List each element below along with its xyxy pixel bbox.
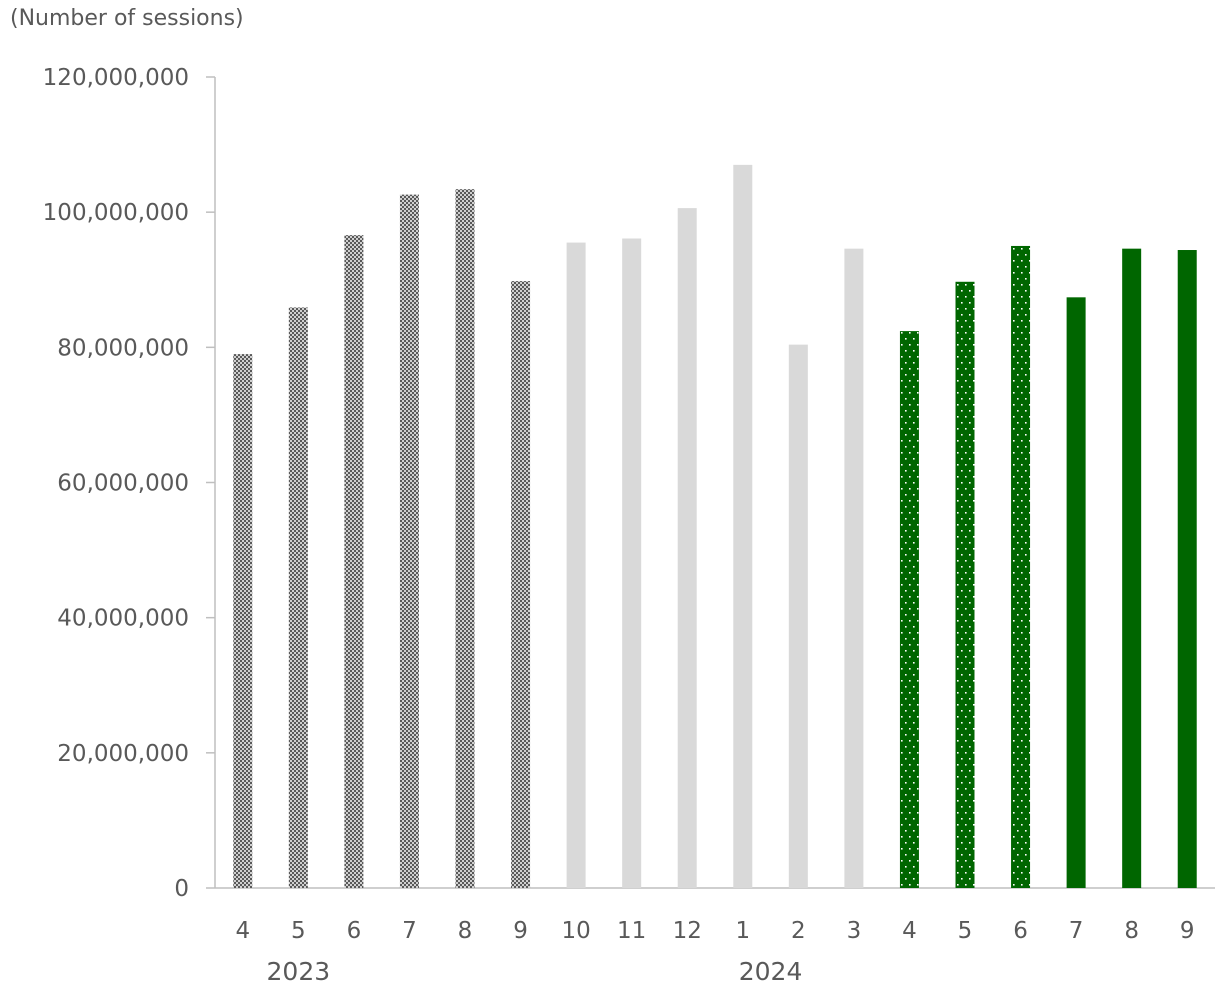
bar-5 (511, 281, 531, 888)
x-tick-label: 3 (847, 918, 862, 944)
bar-16 (1122, 248, 1142, 888)
bar-8 (677, 208, 697, 888)
bar-7 (622, 238, 642, 888)
bar-9 (733, 164, 753, 888)
tick-labels: 0 20,000,000 40,000,000 60,000,000 80,000,00… (43, 65, 1195, 985)
x-tick-label: 8 (458, 918, 473, 944)
x-tick-label: 4 (902, 918, 917, 944)
x-tick-label: 6 (1013, 918, 1028, 944)
bar-10 (788, 344, 808, 888)
bar-1 (288, 307, 308, 888)
bar-17 (1177, 250, 1197, 889)
bar-13 (955, 281, 975, 889)
y-axis-unit-label: (Number of sessions) (10, 6, 244, 31)
bar-11 (844, 248, 864, 888)
x-tick-label: 9 (513, 918, 528, 944)
bar-0 (233, 354, 253, 888)
year-label: 2024 (739, 957, 803, 985)
y-tick-label: 40,000,000 (57, 606, 189, 632)
x-tick-label: 7 (402, 918, 417, 944)
bar-14 (1011, 245, 1031, 889)
bars (233, 164, 1197, 889)
y-tick-label: 120,000,000 (43, 65, 189, 91)
y-tick-label: 80,000,000 (57, 335, 189, 361)
x-tick-label: 4 (235, 918, 250, 944)
x-tick-label: 6 (347, 918, 362, 944)
bar-12 (899, 331, 919, 888)
y-tick-label: 20,000,000 (57, 741, 189, 767)
year-label: 2023 (267, 957, 331, 985)
y-tick-label: 0 (174, 876, 189, 902)
x-tick-label: 2 (791, 918, 806, 944)
x-tick-label: 8 (1124, 918, 1139, 944)
y-tick-label: 100,000,000 (43, 200, 189, 226)
bar-3 (399, 194, 419, 889)
x-tick-label: 9 (1180, 918, 1195, 944)
x-tick-label: 11 (617, 918, 646, 944)
axes (206, 76, 1215, 889)
x-tick-label: 10 (561, 918, 590, 944)
x-tick-label: 12 (673, 918, 702, 944)
x-tick-label: 5 (958, 918, 973, 944)
bar-2 (344, 235, 364, 888)
x-tick-label: 7 (1069, 918, 1084, 944)
x-tick-label: 5 (291, 918, 306, 944)
y-tick-label: 60,000,000 (57, 471, 189, 497)
bar-4 (455, 189, 475, 888)
bar-15 (1066, 297, 1086, 888)
x-tick-label: 1 (735, 918, 750, 944)
bar-6 (566, 242, 586, 888)
